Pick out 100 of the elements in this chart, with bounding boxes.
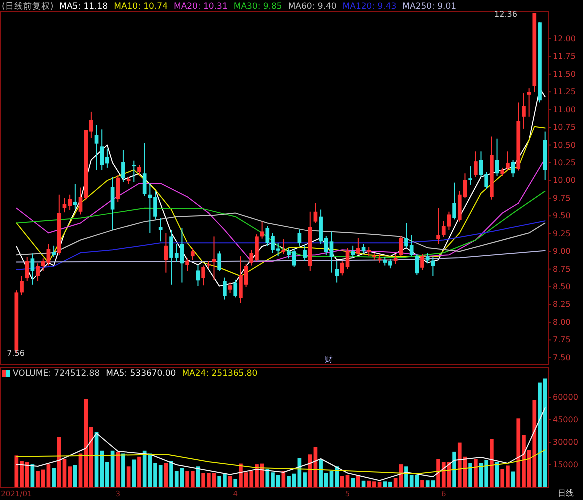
y-tick-label: 8.00 [553,318,571,327]
candlestick [314,202,318,224]
candlestick [436,208,440,245]
candlestick [468,166,472,186]
candlestick [426,252,430,264]
bar [228,476,232,488]
bar [73,465,78,488]
candlestick [52,245,56,258]
chart-title: (日线前复权) [2,1,54,12]
candlestick [202,265,206,286]
y-tick-label: 9.75 [553,194,571,203]
line-series [16,250,546,263]
bar [116,452,120,488]
candlestick [223,277,227,300]
candlestick [25,256,30,282]
candlestick [228,282,232,294]
candlestick [132,160,136,183]
candlestick [116,174,120,202]
y-tick-label: 9.50 [553,212,571,221]
y-tick-label: 30000 [553,438,578,447]
candlestick [218,251,222,272]
text: MA5: 533670.00 [106,369,176,379]
text: MA10: 10.74 [114,2,168,12]
line-series [16,212,546,256]
bar [511,472,516,488]
candlestick [36,263,40,282]
bar [126,466,131,488]
y-tick-label: 45000 [553,416,578,424]
line-series [16,220,546,271]
bar [356,476,360,488]
bar [420,480,424,488]
y-tick-label: 9.25 [553,229,571,238]
y-tick-label: 15000 [553,460,578,470]
annotation: 7.56 [7,349,25,358]
text: MA24: 251365.80 [182,369,258,379]
y-tick-label: 10.00 [553,176,576,186]
y-tick-label: 10.25 [553,158,576,168]
candlestick [452,182,456,220]
candlestick [474,151,478,178]
candlestick [522,93,526,130]
bar [132,460,136,488]
bar [468,463,472,488]
candlestick [506,151,510,172]
y-tick-label: 10.50 [553,140,576,150]
candlestick [190,248,195,261]
y-tick-label: 11.50 [553,70,576,79]
candlestick [20,276,24,296]
candlestick [367,246,372,258]
candlestick [420,254,424,271]
y-tick-label: 7.50 [553,353,571,362]
bar [234,479,238,488]
y-tick-label: 8.50 [553,282,571,292]
bar [138,456,142,488]
line-series [16,408,546,482]
candlestick [495,138,500,177]
text: MA250: 9.01 [402,2,457,12]
candlestick [356,238,360,256]
candlestick [415,254,420,276]
legend-label: VOLUME: 724512.88 [13,369,100,379]
bar [122,454,126,488]
candlestick [122,150,126,183]
candlestick [527,88,532,118]
text: MA30: 9.85 [234,2,282,12]
candlestick [351,245,356,258]
candlestick [158,218,163,242]
bar [164,464,168,488]
y-tick-label: 11.00 [553,105,576,114]
text: MA60: 9.40 [288,2,337,12]
bar [474,459,478,488]
bar [282,471,286,488]
candlestick [142,142,147,197]
candlestick [30,253,35,286]
text: MA5: 11.18 [60,2,108,12]
y-tick-label: 10.75 [553,123,576,132]
bar [490,439,494,488]
text: 日线 [558,489,574,498]
y-tick-label: 11.75 [553,52,576,62]
y-tick-label: 12.00 [553,34,576,44]
text: MA120: 9.43 [342,2,397,12]
y-tick-label: 60000 [553,393,578,402]
candlestick [73,184,78,210]
candlestick [260,221,264,240]
candlestick [234,279,238,298]
y-tick-label: 7.75 [553,336,571,345]
candlestick [335,261,339,284]
line-series [16,190,546,258]
candlestick [399,235,404,258]
candlestick [303,244,307,262]
candlestick [164,232,168,274]
y-tick-label: 8.25 [553,300,571,310]
annotation: 财 [325,355,333,364]
candlestick [138,164,142,176]
candlestick [282,239,286,255]
bar [351,478,356,488]
y-tick-label: 9.00 [553,247,571,256]
annotation: 12.36 [494,10,518,19]
text: MA20: 10.31 [174,2,228,12]
candlestick [298,229,302,246]
bar [52,468,56,488]
line-series [16,450,546,474]
